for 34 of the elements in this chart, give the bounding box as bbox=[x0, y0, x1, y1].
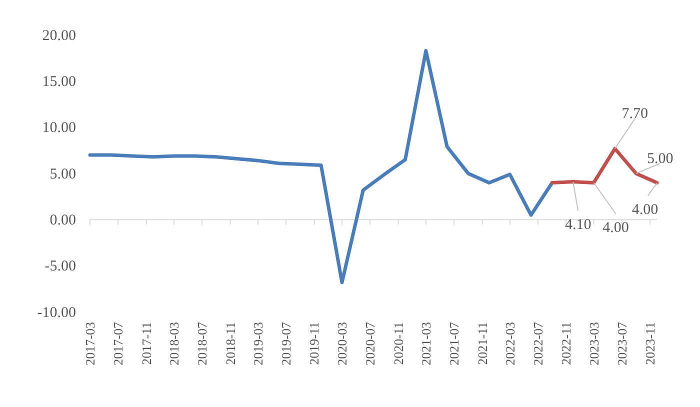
x-tick-label: 2022-11 bbox=[558, 322, 574, 365]
data-label: 7.70 bbox=[622, 106, 648, 122]
y-tick-label: 20.00 bbox=[42, 28, 76, 44]
x-tick-label: 2019-11 bbox=[306, 322, 322, 365]
x-tick-label: 2022-03 bbox=[502, 322, 518, 366]
x-tick-label: 2018-03 bbox=[166, 322, 182, 366]
y-tick-label: 0.00 bbox=[50, 212, 76, 228]
x-tick-label: 2023-03 bbox=[586, 322, 602, 366]
x-tick-label: 2017-11 bbox=[138, 322, 154, 365]
data-label: 5.00 bbox=[646, 150, 674, 167]
x-tick-label: 2017-03 bbox=[82, 322, 98, 366]
x-tick-label: 2021-11 bbox=[474, 322, 490, 365]
x-tick-label: 2021-03 bbox=[418, 322, 434, 366]
data-label: 4.00 bbox=[632, 202, 658, 218]
x-tick-label: 2019-03 bbox=[250, 322, 266, 366]
y-tick-label: 5.00 bbox=[50, 166, 76, 182]
x-tick-label: 2020-07 bbox=[362, 322, 378, 366]
x-tick-label: 2023-11 bbox=[642, 322, 658, 365]
x-tick-label: 2023-07 bbox=[614, 322, 630, 366]
y-tick-label: 10.00 bbox=[42, 120, 76, 136]
x-tick-label: 2020-11 bbox=[390, 322, 406, 365]
x-tick-label: 2018-07 bbox=[194, 322, 210, 366]
x-tick-label: 2020-03 bbox=[334, 322, 350, 366]
x-tick-label: 2021-07 bbox=[446, 322, 462, 366]
x-tick-label: 2017-07 bbox=[110, 322, 126, 366]
x-tick-label: 2022-07 bbox=[530, 322, 546, 366]
x-tick-label: 2019-07 bbox=[278, 322, 294, 366]
y-tick-label: 15.00 bbox=[42, 74, 76, 90]
data-label: 4.00 bbox=[602, 220, 629, 236]
line-series bbox=[88, 48, 554, 284]
y-tick-label: -5.00 bbox=[44, 258, 76, 275]
y-tick-label: -10.00 bbox=[37, 304, 76, 321]
x-tick-label: 2018-11 bbox=[222, 322, 238, 365]
data-label: 4.10 bbox=[564, 217, 592, 234]
